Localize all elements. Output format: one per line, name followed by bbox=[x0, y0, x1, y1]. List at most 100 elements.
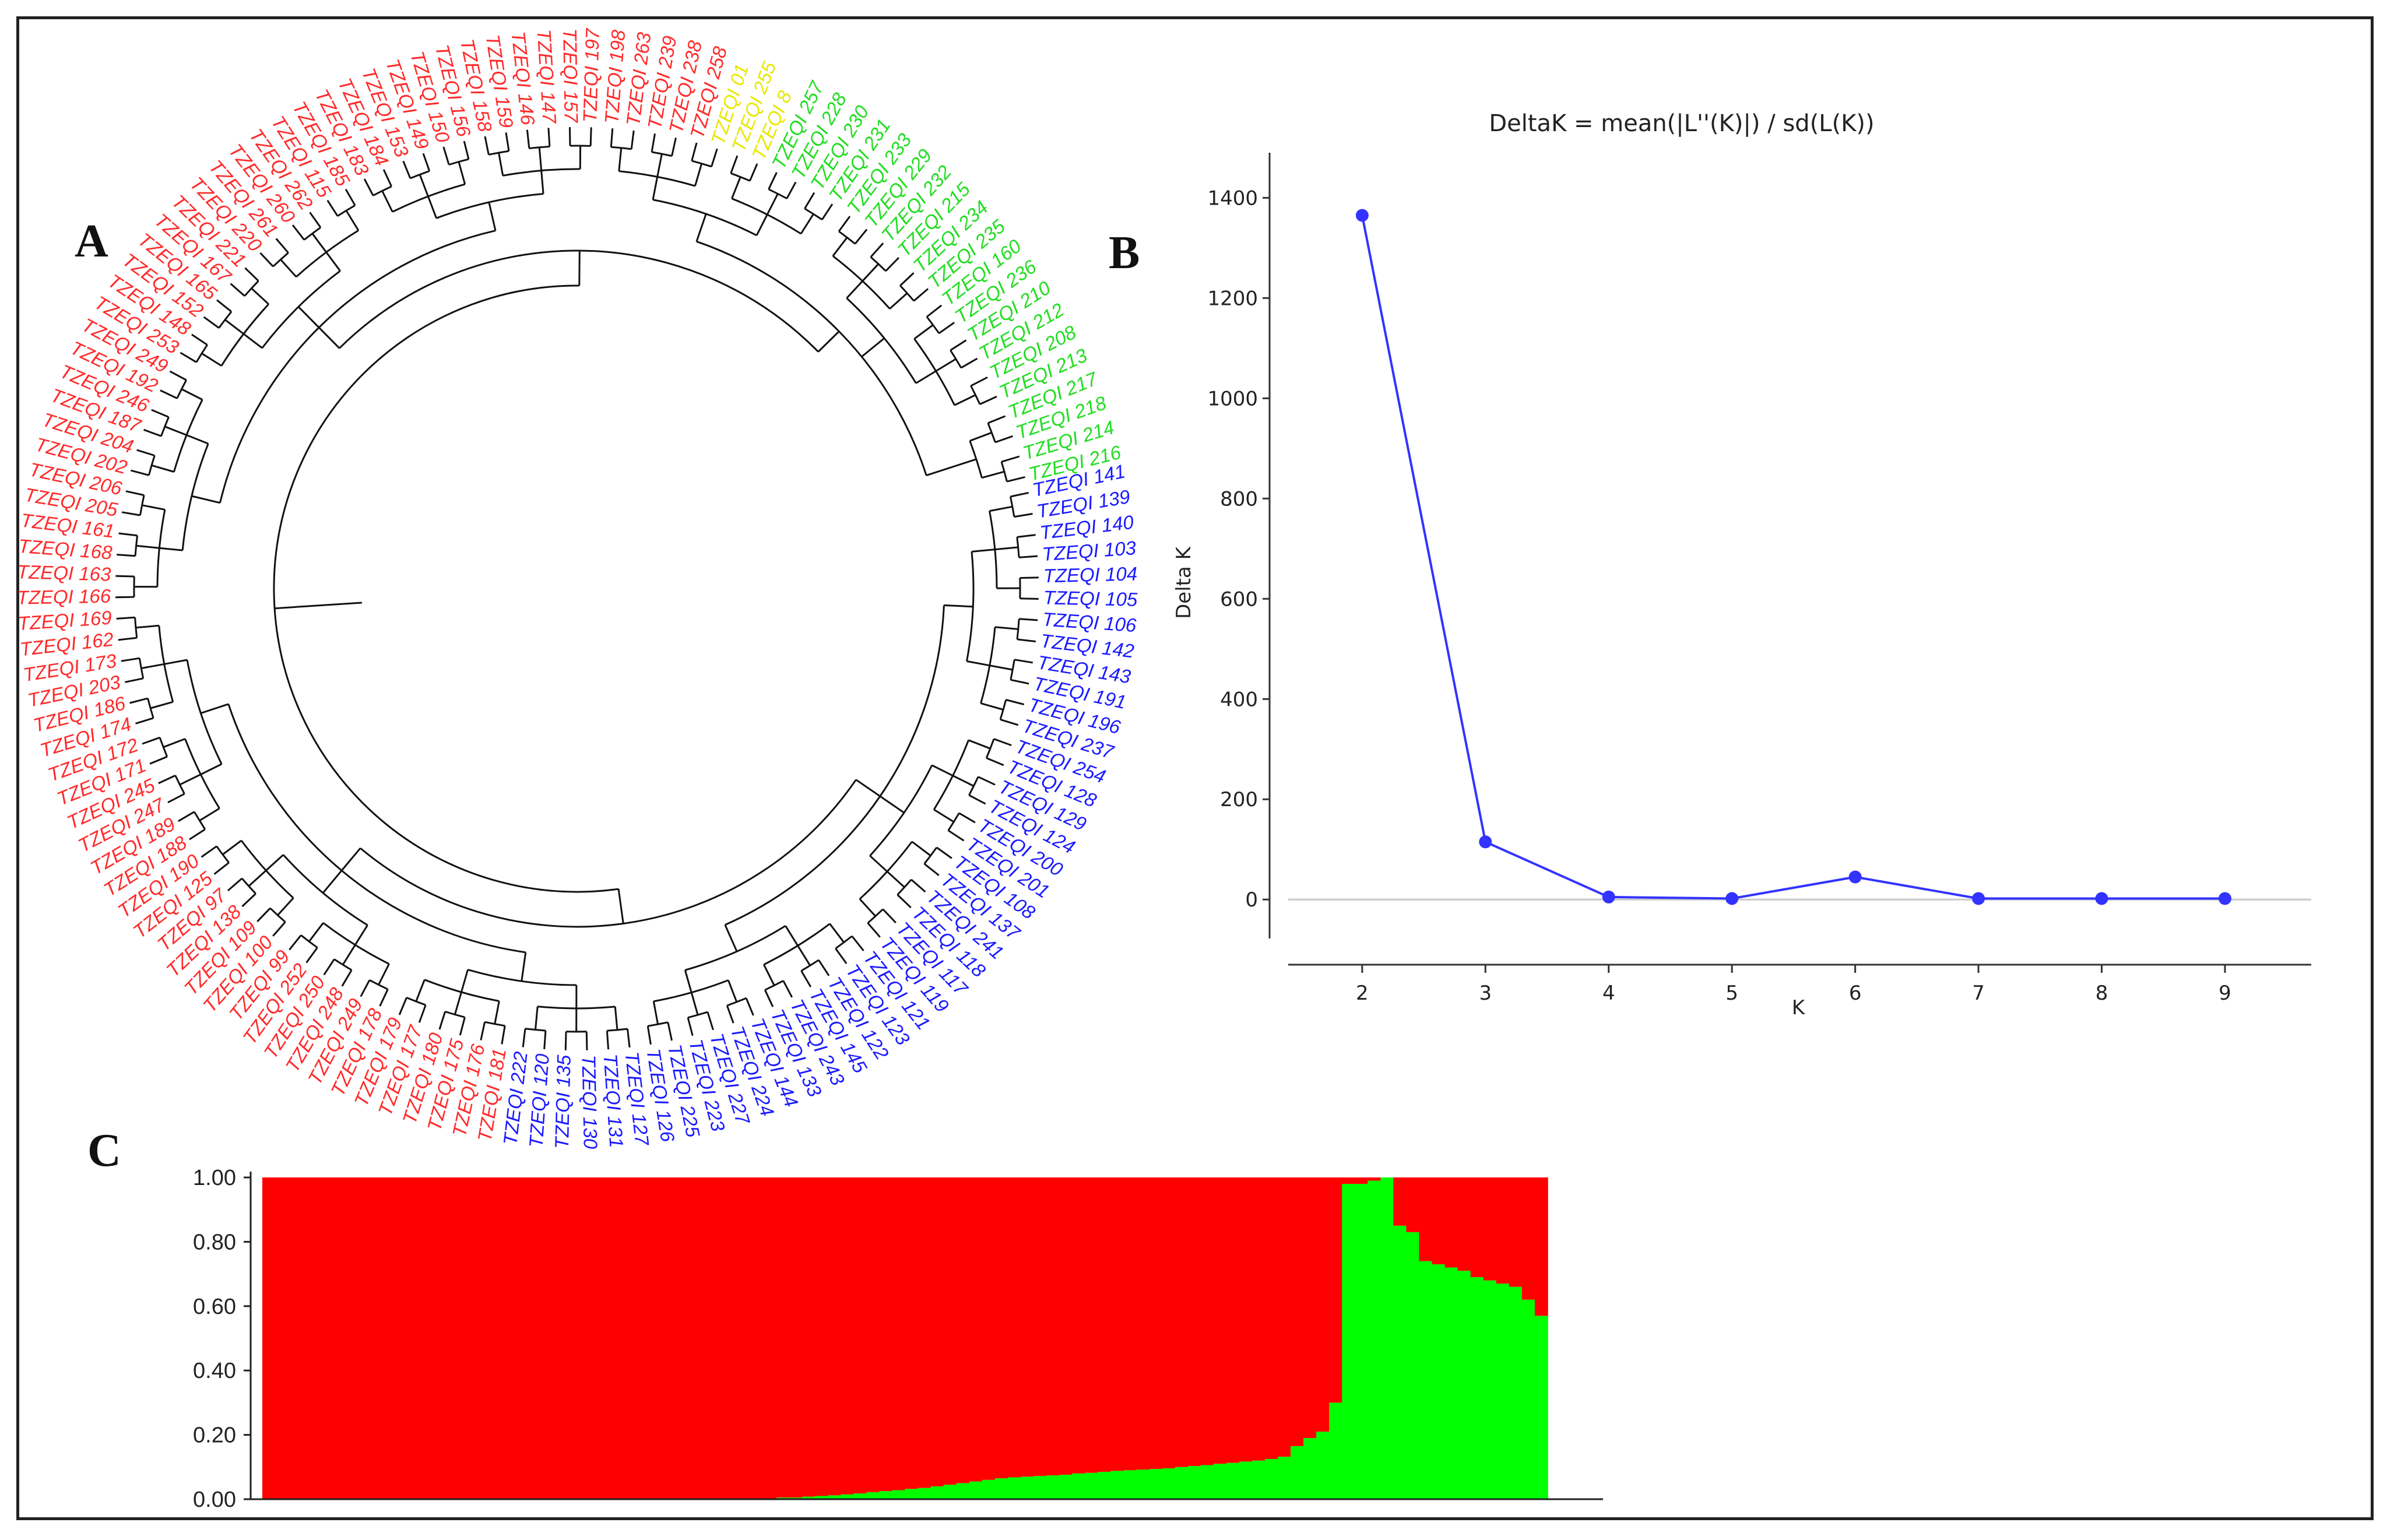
dendrogram-branch bbox=[993, 738, 1012, 747]
dendrogram-branch bbox=[134, 535, 138, 556]
cluster-2-bar bbox=[1457, 1271, 1471, 1499]
dendrogram-branch bbox=[926, 304, 943, 318]
cluster-1-bar bbox=[455, 1177, 469, 1499]
dendrogram-branch bbox=[989, 664, 1013, 671]
dendrogram-branch bbox=[273, 284, 619, 893]
chart-marks bbox=[1355, 209, 2231, 905]
data-point bbox=[1355, 209, 1369, 222]
dendrogram-branch bbox=[607, 1028, 628, 1032]
dendrogram-branch bbox=[244, 280, 259, 297]
dendrogram-branch bbox=[323, 958, 335, 976]
cluster-1-bar bbox=[1072, 1177, 1085, 1474]
dendrogram-branch bbox=[671, 137, 677, 156]
dendrogram-branch bbox=[885, 256, 899, 272]
cluster-1-bar bbox=[1316, 1177, 1330, 1432]
cluster-1-bar bbox=[1059, 1177, 1073, 1475]
dendrogram-branch bbox=[344, 188, 356, 206]
dendrogram-branch bbox=[337, 205, 356, 217]
cluster-2-bar bbox=[802, 1496, 815, 1499]
dendrogram-branch bbox=[564, 1031, 567, 1050]
dendrogram-branch bbox=[174, 775, 185, 794]
cluster-1-bar bbox=[1419, 1177, 1433, 1261]
dendrogram-branch bbox=[419, 174, 429, 197]
dendrogram-branch bbox=[838, 216, 851, 232]
dendrogram-branch bbox=[859, 841, 913, 900]
dendrogram-branch bbox=[459, 1017, 466, 1036]
cluster-1-bar bbox=[301, 1177, 314, 1499]
x-tick-label: 8 bbox=[2096, 982, 2108, 1005]
dendrogram-branch bbox=[265, 854, 284, 871]
x-axis-label: K bbox=[1792, 996, 1806, 1019]
leaf-label: TZEQI 197 bbox=[579, 27, 603, 123]
cluster-1-bar bbox=[943, 1177, 957, 1485]
cluster-2-bar bbox=[1123, 1470, 1137, 1499]
y-tick-label: 1400 bbox=[1207, 187, 1258, 210]
cluster-2-bar bbox=[1277, 1457, 1291, 1499]
dendrogram-branch bbox=[406, 997, 426, 1006]
cluster-2-bar bbox=[1175, 1467, 1189, 1499]
cluster-1-bar bbox=[429, 1177, 443, 1499]
dendrogram-branch bbox=[131, 469, 149, 476]
dendrogram-branch bbox=[1017, 534, 1036, 538]
cluster-2-bar bbox=[969, 1481, 983, 1499]
dendrogram-branch bbox=[392, 183, 466, 213]
cluster-2-bar bbox=[1072, 1473, 1085, 1499]
dendrogram-branch bbox=[954, 394, 976, 406]
cluster-1-bar bbox=[1264, 1177, 1278, 1459]
cluster-1-bar bbox=[686, 1177, 700, 1499]
cluster-1-bar bbox=[622, 1177, 636, 1499]
dendrogram-branch bbox=[230, 283, 245, 297]
dendrogram-branch bbox=[730, 172, 751, 182]
dendrogram-branch bbox=[251, 287, 269, 305]
dendrogram-branch bbox=[911, 841, 931, 857]
cluster-2-bar bbox=[1380, 1177, 1394, 1499]
dendrogram-branch bbox=[163, 738, 186, 748]
dendrogram-branch bbox=[970, 376, 988, 387]
dendrogram-branch bbox=[870, 242, 884, 258]
cluster-1-bar bbox=[1355, 1177, 1369, 1184]
x-tick-label: 6 bbox=[1849, 982, 1862, 1005]
cluster-2-bar bbox=[943, 1485, 957, 1499]
dendrogram-branch bbox=[611, 146, 632, 150]
dendrogram-branch bbox=[529, 146, 550, 149]
cluster-1-bar bbox=[1226, 1177, 1240, 1463]
cluster-1-bar bbox=[1007, 1177, 1021, 1478]
dendrogram-branch bbox=[882, 908, 897, 924]
dendrogram-branch bbox=[897, 879, 912, 896]
cluster-2-bar bbox=[1342, 1184, 1356, 1499]
cluster-2-bar bbox=[1444, 1267, 1458, 1499]
dendrogram-branch bbox=[121, 511, 140, 516]
dendrogram-branch bbox=[277, 897, 294, 916]
dendrogram-branch bbox=[589, 127, 592, 146]
dendrogram-branch bbox=[213, 862, 230, 875]
dendrogram-branch bbox=[275, 238, 289, 254]
dendrogram-branch bbox=[158, 775, 176, 785]
dendrogram-branch bbox=[526, 129, 530, 149]
dendrogram-branch bbox=[835, 948, 848, 964]
cluster-2-bar bbox=[1355, 1184, 1369, 1499]
dendrogram-branch bbox=[186, 434, 209, 445]
cluster-2-bar bbox=[1213, 1464, 1227, 1499]
dendrogram-branch bbox=[326, 199, 339, 217]
dendrogram-branch bbox=[989, 505, 1013, 512]
dendrogram-branch bbox=[360, 979, 371, 997]
dendrogram-branch bbox=[985, 739, 995, 759]
cluster-2-bar bbox=[1303, 1438, 1317, 1499]
dendrogram-branch bbox=[151, 409, 169, 418]
dendrogram-branch bbox=[160, 416, 170, 437]
cluster-2-bar bbox=[956, 1483, 970, 1499]
cluster-1-bar bbox=[1239, 1177, 1253, 1462]
dendrogram-branch bbox=[768, 188, 788, 199]
x-tick-label: 4 bbox=[1602, 982, 1615, 1005]
dendrogram-branch bbox=[216, 299, 232, 312]
x-tick-label: 9 bbox=[2219, 982, 2231, 1005]
dendrogram-branch bbox=[926, 458, 977, 477]
cluster-2-bar bbox=[866, 1492, 880, 1499]
dendrogram-branch bbox=[938, 322, 955, 335]
cluster-1-bar bbox=[545, 1177, 558, 1499]
dendrogram-branch bbox=[460, 969, 469, 993]
dendrogram-branch bbox=[897, 894, 912, 909]
cluster-1-bar bbox=[467, 1177, 481, 1499]
dendrogram-branch bbox=[200, 763, 222, 775]
dendrogram-branch bbox=[889, 292, 908, 310]
